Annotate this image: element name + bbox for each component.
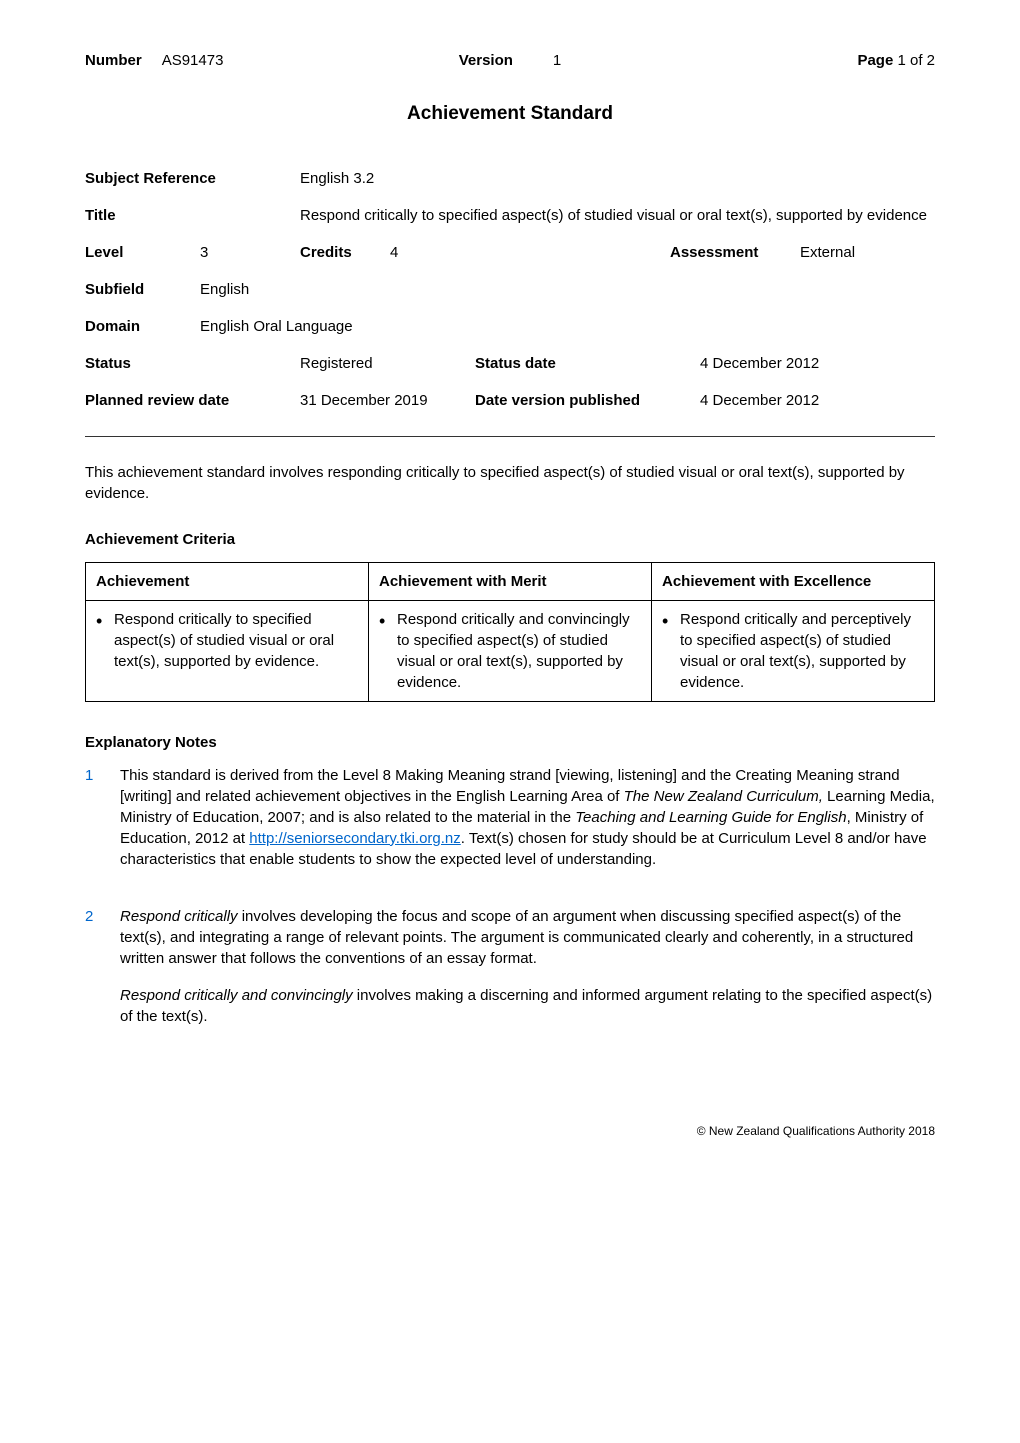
subject-ref-label: Subject Reference (85, 168, 300, 189)
subfield-row: Subfield English (85, 279, 935, 300)
date-published-value: 4 December 2012 (700, 390, 819, 411)
date-published-label: Date version published (475, 390, 700, 411)
title-value: Respond critically to specified aspect(s… (300, 205, 927, 226)
title-label: Title (85, 205, 300, 226)
domain-value: English Oral Language (200, 316, 353, 337)
explanatory-heading: Explanatory Notes (85, 732, 935, 753)
note-1-paragraph: This standard is derived from the Level … (120, 765, 935, 870)
criteria-cell-1: Respond critically to specified aspect(s… (86, 600, 369, 701)
note-1-italic-1: The New Zealand Curriculum, (624, 788, 823, 805)
note-2-para1-italic: Respond critically (120, 908, 238, 925)
number-label: Number (85, 50, 142, 71)
status-date-label: Status date (475, 353, 700, 374)
status-label: Status (85, 353, 300, 374)
subfield-value: English (200, 279, 249, 300)
note-2-paragraph-2: Respond critically and convincingly invo… (120, 985, 935, 1027)
title-row: Title Respond critically to specified as… (85, 205, 935, 226)
note-2: 2 Respond critically involves developing… (85, 906, 935, 1043)
page-label: Page (857, 52, 893, 69)
explanatory-notes: 1 This standard is derived from the Leve… (85, 765, 935, 1043)
criteria-item-1: Respond critically to specified aspect(s… (96, 609, 358, 672)
number-value: AS91473 (162, 50, 224, 71)
header-right: Page 1 of 2 (857, 50, 935, 71)
planned-review-value: 31 December 2019 (300, 390, 475, 411)
note-number-2: 2 (85, 906, 120, 1043)
header-center: Version 1 (459, 50, 562, 71)
note-1: 1 This standard is derived from the Leve… (85, 765, 935, 886)
table-row: Respond critically to specified aspect(s… (86, 600, 935, 701)
note-number-1: 1 (85, 765, 120, 886)
credits-value: 4 (390, 242, 670, 263)
subject-reference-row: Subject Reference English 3.2 (85, 168, 935, 189)
version-value: 1 (553, 50, 561, 71)
criteria-cell-2: Respond critically and convincingly to s… (369, 600, 652, 701)
table-header-row: Achievement Achievement with Merit Achie… (86, 562, 935, 600)
note-1-link[interactable]: http://seniorsecondary.tki.org.nz (249, 830, 461, 847)
subfield-label: Subfield (85, 279, 200, 300)
note-1-italic-2: Teaching and Learning Guide for English (575, 809, 846, 826)
level-value: 3 (200, 242, 300, 263)
credits-label: Credits (300, 242, 390, 263)
criteria-heading: Achievement Criteria (85, 529, 935, 550)
divider (85, 436, 935, 437)
criteria-table: Achievement Achievement with Merit Achie… (85, 562, 935, 702)
criteria-header-2: Achievement with Merit (369, 562, 652, 600)
note-2-para1-text: involves developing the focus and scope … (120, 908, 913, 967)
status-row: Status Registered Status date 4 December… (85, 353, 935, 374)
criteria-cell-3: Respond critically and perceptively to s… (652, 600, 935, 701)
assessment-value: External (800, 242, 855, 263)
criteria-item-3: Respond critically and perceptively to s… (662, 609, 924, 693)
page-value: 1 of 2 (897, 52, 935, 69)
status-date-value: 4 December 2012 (700, 353, 819, 374)
status-value: Registered (300, 353, 475, 374)
subject-ref-value: English 3.2 (300, 168, 374, 189)
meta-section: Subject Reference English 3.2 Title Resp… (85, 168, 935, 411)
note-2-para2-italic: Respond critically and convincingly (120, 987, 353, 1004)
criteria-header-3: Achievement with Excellence (652, 562, 935, 600)
level-credits-assessment-row: Level 3 Credits 4 Assessment External (85, 242, 935, 263)
review-published-row: Planned review date 31 December 2019 Dat… (85, 390, 935, 411)
assessment-label: Assessment (670, 242, 800, 263)
header-row: Number AS91473 Version 1 Page 1 of 2 (85, 50, 935, 71)
version-label: Version (459, 50, 513, 71)
document-title: Achievement Standard (85, 101, 935, 128)
criteria-item-2: Respond critically and convincingly to s… (379, 609, 641, 693)
note-body-2: Respond critically involves developing t… (120, 906, 935, 1043)
criteria-header-1: Achievement (86, 562, 369, 600)
domain-row: Domain English Oral Language (85, 316, 935, 337)
note-body-1: This standard is derived from the Level … (120, 765, 935, 886)
page-header: Number AS91473 Version 1 Page 1 of 2 (85, 50, 935, 71)
domain-label: Domain (85, 316, 200, 337)
level-label: Level (85, 242, 200, 263)
page-footer: © New Zealand Qualifications Authority 2… (85, 1123, 935, 1140)
intro-paragraph: This achievement standard involves respo… (85, 462, 935, 504)
note-2-paragraph-1: Respond critically involves developing t… (120, 906, 935, 969)
planned-review-label: Planned review date (85, 390, 300, 411)
header-left: Number AS91473 (85, 50, 223, 71)
